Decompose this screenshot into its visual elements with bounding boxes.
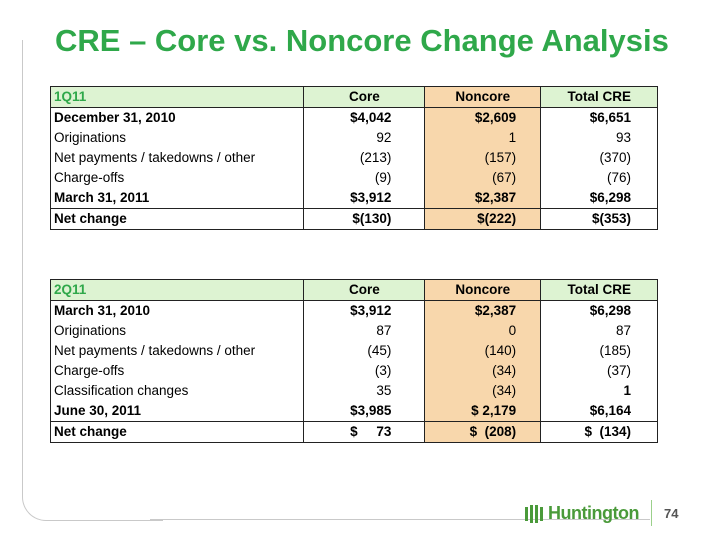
core-value: (3): [303, 361, 426, 381]
footer-divider: [651, 500, 652, 526]
huntington-logo: Huntington: [524, 503, 639, 524]
table-row: Charge-offs (3) (34) (37): [49, 361, 658, 381]
table-row: Charge-offs (9) (67) (76): [49, 168, 658, 188]
col-core-header: Core: [303, 86, 426, 108]
core-value: (9): [303, 168, 426, 188]
noncore-value: (34): [424, 361, 542, 381]
net-change-row: Net change $ 73 $ (208) $ (134): [49, 421, 658, 443]
col-total-header: Total CRE: [540, 86, 658, 108]
row-label: Charge-offs: [49, 361, 305, 381]
table-row: June 30, 2011 $3,985 $ 2,179 $6,164: [49, 401, 658, 422]
net-change-row: Net change $(130) $(222) $(353): [49, 208, 658, 230]
row-label: Net payments / takedowns / other: [49, 148, 305, 168]
total-value: (185): [540, 341, 658, 361]
huntington-logo-icon: [525, 504, 543, 523]
noncore-value: $2,387: [424, 188, 542, 209]
table-row: Originations 92 1 93: [49, 128, 658, 148]
noncore-value: $ 2,179: [424, 401, 542, 422]
period-label: 1Q11: [49, 86, 305, 108]
noncore-value: (157): [424, 148, 542, 168]
core-value: $ 73: [303, 421, 426, 443]
row-label: Net change: [49, 208, 305, 230]
core-value: $3,985: [303, 401, 426, 422]
total-value: 93: [540, 128, 658, 148]
total-value: $6,651: [540, 107, 658, 128]
col-noncore-header: Noncore: [424, 86, 542, 108]
table-row: Classification changes 35 (34) 1: [49, 381, 658, 401]
core-value: (45): [303, 341, 426, 361]
total-value: $(353): [540, 208, 658, 230]
period-label: 2Q11: [49, 279, 305, 301]
core-value: 92: [303, 128, 426, 148]
table-row: December 31, 2010 $4,042 $2,609 $6,651: [49, 107, 658, 128]
noncore-value: $(222): [424, 208, 542, 230]
slide-title: CRE – Core vs. Noncore Change Analysis: [55, 23, 669, 58]
huntington-logo-text: Huntington: [548, 503, 639, 523]
row-label: December 31, 2010: [49, 107, 305, 128]
slide-frame-line: [150, 519, 650, 520]
table-row: March 31, 2011 $3,912 $2,387 $6,298: [49, 188, 658, 209]
table-header-row: 1Q11 Core Noncore Total CRE: [49, 86, 658, 108]
noncore-value: (34): [424, 381, 542, 401]
total-value: $6,298: [540, 300, 658, 321]
row-label: June 30, 2011: [49, 401, 305, 422]
row-label: Charge-offs: [49, 168, 305, 188]
noncore-value: $2,387: [424, 300, 542, 321]
total-value: (370): [540, 148, 658, 168]
noncore-value: (140): [424, 341, 542, 361]
core-value: (213): [303, 148, 426, 168]
core-value: $3,912: [303, 300, 426, 321]
core-value: $(130): [303, 208, 426, 230]
total-value: $6,298: [540, 188, 658, 209]
row-label: March 31, 2011: [49, 188, 305, 209]
table-row: Net payments / takedowns / other (45) (1…: [49, 341, 658, 361]
total-value: (37): [540, 361, 658, 381]
core-value: 35: [303, 381, 426, 401]
core-value: 87: [303, 321, 426, 341]
row-label: March 31, 2010: [49, 300, 305, 321]
total-value: (76): [540, 168, 658, 188]
col-total-header: Total CRE: [540, 279, 658, 301]
noncore-value: $2,609: [424, 107, 542, 128]
table-2q11: 2Q11 Core Noncore Total CRE March 31, 20…: [49, 279, 658, 443]
table-header-row: 2Q11 Core Noncore Total CRE: [49, 279, 658, 301]
col-noncore-header: Noncore: [424, 279, 542, 301]
noncore-value: $ (208): [424, 421, 542, 443]
core-value: $3,912: [303, 188, 426, 209]
table-row: Originations 87 0 87: [49, 321, 658, 341]
row-label: Originations: [49, 321, 305, 341]
total-value: 87: [540, 321, 658, 341]
table-1q11: 1Q11 Core Noncore Total CRE December 31,…: [49, 86, 658, 230]
row-label: Classification changes: [49, 381, 305, 401]
row-label: Net change: [49, 421, 305, 443]
core-value: $4,042: [303, 107, 426, 128]
row-label: Net payments / takedowns / other: [49, 341, 305, 361]
row-label: Originations: [49, 128, 305, 148]
noncore-value: 0: [424, 321, 542, 341]
table-row: Net payments / takedowns / other (213) (…: [49, 148, 658, 168]
total-value: $ (134): [540, 421, 658, 443]
noncore-value: (67): [424, 168, 542, 188]
total-value: $6,164: [540, 401, 658, 422]
total-value: 1: [540, 381, 658, 401]
table-row: March 31, 2010 $3,912 $2,387 $6,298: [49, 300, 658, 321]
col-core-header: Core: [303, 279, 426, 301]
noncore-value: 1: [424, 128, 542, 148]
page-number: 74: [664, 506, 679, 521]
